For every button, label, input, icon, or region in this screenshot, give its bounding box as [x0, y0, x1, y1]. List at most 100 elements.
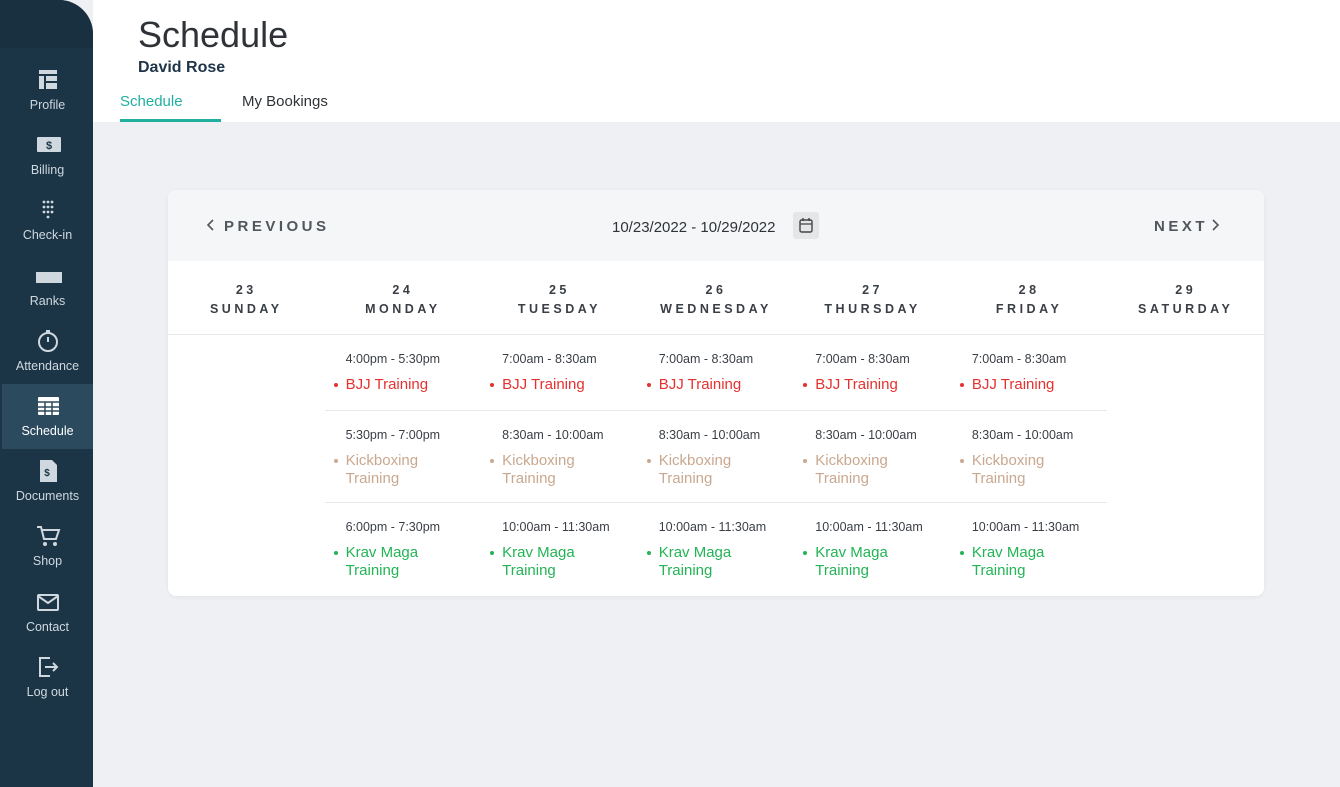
- event[interactable]: 8:30am - 10:00am Kickboxing Training: [481, 410, 638, 502]
- sidebar: Profile $ Billing Check-in Ranks Attendance Sc…: [0, 0, 93, 787]
- event[interactable]: 10:00am - 11:30am Krav Maga Training: [794, 502, 951, 594]
- nav-item[interactable]: $ Documents: [2, 449, 93, 514]
- event-time: 8:30am - 10:00am: [971, 428, 1074, 442]
- event[interactable]: 7:00am - 8:30am BJJ Training: [951, 335, 1108, 410]
- nav-item[interactable]: Contact: [2, 580, 93, 645]
- day-header: 27 THURSDAY: [794, 281, 951, 319]
- previous-button[interactable]: PREVIOUS: [206, 218, 330, 235]
- day-date: 23: [235, 283, 257, 297]
- day-name: MONDAY: [365, 302, 441, 316]
- event-time: 7:00am - 8:30am: [815, 352, 910, 366]
- event-name: Krav Maga Training: [815, 544, 888, 579]
- date-range: 10/23/2022 - 10/29/2022: [612, 219, 776, 236]
- next-label: NEXT: [1154, 218, 1209, 235]
- tab[interactable]: Schedule: [120, 93, 183, 110]
- event-time: 7:00am - 8:30am: [658, 352, 754, 366]
- day-header: 25 TUESDAY: [481, 281, 638, 319]
- event-name: BJJ Training: [345, 376, 429, 393]
- day-name: FRIDAY: [995, 302, 1063, 316]
- nav-item[interactable]: Log out: [2, 645, 93, 710]
- event-name: BJJ Training: [815, 376, 898, 393]
- event-time: 8:30am - 10:00am: [502, 428, 604, 442]
- nav-label: Attendance: [15, 358, 80, 373]
- event-dot: [333, 459, 338, 463]
- user-name: David Rose: [138, 59, 226, 76]
- nav-item[interactable]: $ Billing: [2, 123, 93, 188]
- nav-icon: [39, 70, 57, 89]
- nav-item[interactable]: Attendance: [2, 319, 93, 384]
- event-dot: [490, 383, 495, 387]
- event[interactable]: 10:00am - 11:30am Krav Maga Training: [637, 502, 795, 594]
- event-dot: [959, 459, 964, 463]
- day-date: 26: [705, 283, 727, 297]
- day-header-row: 23 SUNDAY 24 MONDAY 25 TUESDAY 26 WEDNESDAY 27 TH…: [168, 261, 1264, 335]
- event-dot: [646, 459, 651, 463]
- page-title: Schedule: [138, 14, 289, 55]
- day-name: WEDNESDAY: [660, 302, 772, 316]
- day-name: SUNDAY: [209, 302, 283, 316]
- nav-icon: [37, 526, 61, 547]
- nav-item[interactable]: Check-in: [2, 188, 93, 253]
- event-name: BJJ Training: [658, 376, 742, 393]
- event-dot: [646, 383, 651, 387]
- event[interactable]: 6:00pm - 7:30pm Krav Maga Training: [324, 502, 482, 594]
- event-time: 10:00am - 11:30am: [658, 520, 767, 534]
- nav-item[interactable]: Ranks: [2, 254, 93, 319]
- tab[interactable]: My Bookings: [242, 93, 328, 110]
- day-name: SATURDAY: [1138, 302, 1234, 316]
- event-dot: [490, 459, 495, 463]
- event[interactable]: 5:30pm - 7:00pm Kickboxing Training: [324, 410, 482, 502]
- day-header: 23 SUNDAY: [168, 281, 325, 319]
- day-name: TUESDAY: [517, 302, 601, 316]
- event[interactable]: 7:00am - 8:30am BJJ Training: [794, 335, 951, 410]
- event-name: Krav Maga Training: [658, 544, 732, 579]
- event-name: Kickboxing Training: [658, 452, 732, 487]
- nav-item[interactable]: Schedule: [2, 384, 93, 449]
- event-name: BJJ Training: [971, 376, 1055, 393]
- event[interactable]: 10:00am - 11:30am Krav Maga Training: [481, 502, 638, 594]
- tab-underline: [120, 119, 221, 122]
- calendar-icon: [799, 218, 813, 233]
- chevron-left: [206, 219, 214, 231]
- nav-icon: [39, 656, 59, 677]
- calendar-button[interactable]: [793, 212, 819, 239]
- event-name: Krav Maga Training: [971, 544, 1045, 579]
- event-dot: [803, 459, 808, 463]
- previous-label: PREVIOUS: [224, 218, 330, 235]
- nav-icon: [42, 200, 54, 219]
- event[interactable]: 10:00am - 11:30am Krav Maga Training: [950, 502, 1108, 594]
- event-name: Krav Maga Training: [502, 544, 575, 579]
- nav-item[interactable]: Profile: [2, 58, 93, 123]
- event-time: 4:00pm - 5:30pm: [345, 352, 441, 366]
- event-dot: [959, 383, 964, 387]
- day-name: THURSDAY: [824, 302, 921, 316]
- nav-label: Ranks: [29, 293, 66, 308]
- day-date: 29: [1175, 283, 1197, 297]
- day-date: 28: [1018, 283, 1040, 297]
- nav-icon: [37, 593, 59, 611]
- event[interactable]: 8:30am - 10:00am Kickboxing Training: [637, 410, 795, 502]
- card-header: PREVIOUS 10/23/2022 - 10/29/2022 NEXT: [168, 190, 1264, 261]
- event-time: 10:00am - 11:30am: [502, 520, 610, 534]
- event-time: 7:00am - 8:30am: [971, 352, 1067, 366]
- day-date: 27: [862, 283, 884, 297]
- nav-label: Contact: [25, 619, 70, 634]
- event[interactable]: 4:00pm - 5:30pm BJJ Training: [325, 335, 482, 410]
- nav-item[interactable]: Shop: [2, 514, 93, 579]
- event-time: 10:00am - 11:30am: [815, 520, 923, 534]
- event[interactable]: 7:00am - 8:30am BJJ Training: [481, 335, 638, 410]
- event-time: 10:00am - 11:30am: [971, 520, 1080, 534]
- next-button[interactable]: NEXT: [1154, 218, 1220, 235]
- event-name: Kickboxing Training: [345, 452, 419, 487]
- nav-label: Log out: [26, 684, 69, 699]
- event-dot: [333, 383, 338, 387]
- event[interactable]: 8:30am - 10:00am Kickboxing Training: [794, 410, 951, 502]
- event-name: Kickboxing Training: [502, 452, 575, 487]
- event[interactable]: 7:00am - 8:30am BJJ Training: [638, 335, 795, 410]
- event[interactable]: 8:30am - 10:00am Kickboxing Training: [950, 410, 1108, 502]
- event-name: Kickboxing Training: [971, 452, 1045, 487]
- event-name: Krav Maga Training: [345, 544, 419, 579]
- nav-icon: $: [40, 460, 57, 483]
- event-dot: [490, 551, 495, 555]
